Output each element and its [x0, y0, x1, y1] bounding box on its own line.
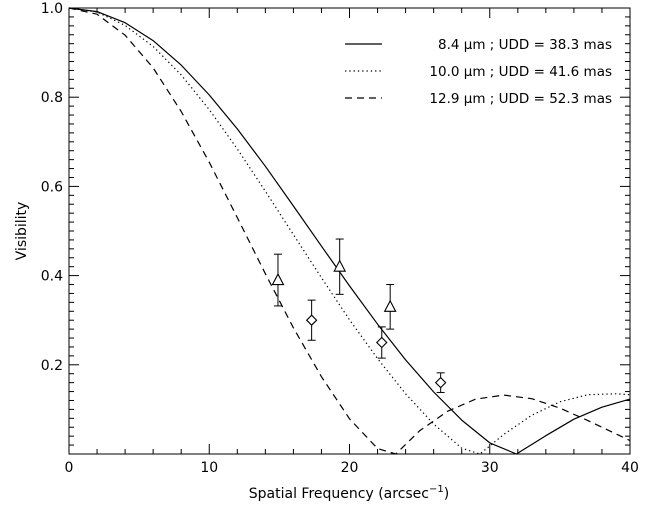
y-tick-label: 0.8 [41, 90, 63, 106]
diamond-marker [305, 314, 318, 326]
series-line-dashed [68, 7, 631, 455]
y-tick-label: 1.0 [41, 1, 63, 17]
axis-ticks: 0 10 20 30 40 0.2 0.4 0.6 0.8 1.0 [41, 1, 639, 476]
triangle-marker [271, 272, 285, 286]
y-axis-label: Visibility [14, 202, 30, 261]
diamond-marker [375, 336, 388, 349]
y-tick-label: 0.6 [41, 179, 63, 195]
triangle-marker [383, 299, 397, 312]
series-line-solid [68, 7, 631, 455]
legend-label: 8.4 μm ; UDD = 38.3 mas [438, 37, 612, 53]
triangle-marker [333, 259, 347, 272]
x-tick-label: 0 [65, 460, 74, 476]
y-tick-label: 0.2 [41, 358, 63, 374]
x-tick-label: 10 [200, 460, 218, 476]
y-tick-label: 0.4 [41, 269, 63, 285]
x-axis-label: Spatial Frequency (arcsec−1) [249, 484, 449, 502]
legend-label: 10.0 μm ; UDD = 41.6 mas [429, 64, 612, 80]
x-tick-label: 30 [481, 460, 499, 476]
measurement-points [271, 238, 447, 393]
model-curves [68, 7, 631, 455]
x-tick-label: 20 [341, 460, 359, 476]
diamond-marker [434, 376, 447, 389]
legend-label: 12.9 μm ; UDD = 52.3 mas [429, 91, 612, 107]
x-tick-label: 40 [621, 460, 639, 476]
legend: 8.4 μm ; UDD = 38.3 mas 10.0 μm ; UDD = 4… [345, 37, 612, 107]
x-axis-label-superscript: −1 [429, 484, 444, 495]
